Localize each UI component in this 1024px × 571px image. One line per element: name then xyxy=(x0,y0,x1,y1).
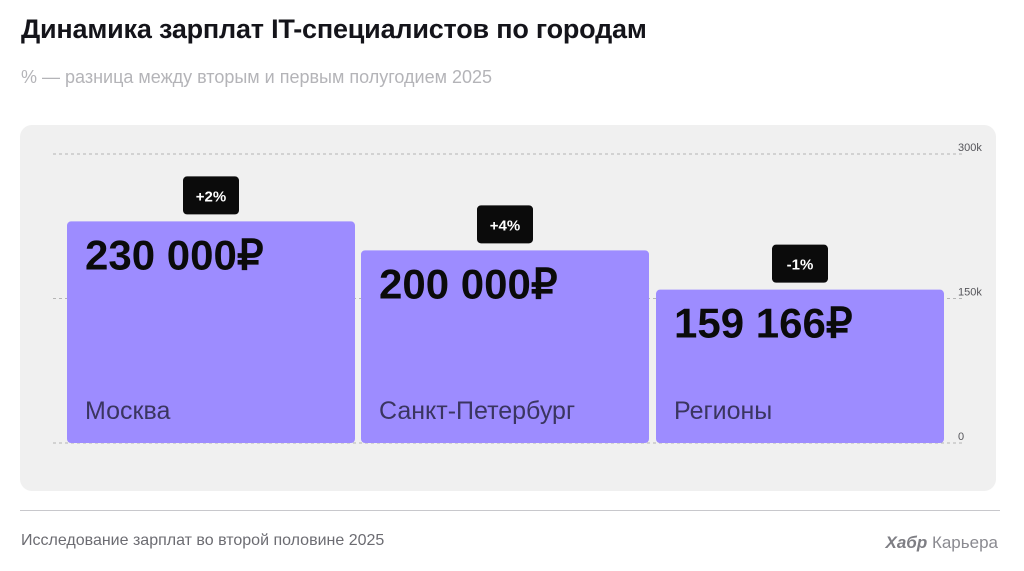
bar xyxy=(656,289,944,443)
change-badge xyxy=(183,176,239,215)
y-tick-label: 0 xyxy=(958,431,964,443)
footer-divider xyxy=(20,510,1000,511)
change-label: -1% xyxy=(787,257,814,274)
brand-name-rest: Карьера xyxy=(931,533,998,552)
change-badge xyxy=(772,244,828,283)
category-label: Москва xyxy=(85,397,170,425)
chart-subtitle: % — разница между вторым и первым полуго… xyxy=(21,67,493,87)
bar xyxy=(361,250,649,443)
brand-logo: Хабр Карьера xyxy=(886,533,998,553)
category-label: Санкт-Петербург xyxy=(379,397,575,425)
change-badge xyxy=(477,205,533,244)
change-label: +4% xyxy=(490,217,520,234)
chart-title: Динамика зарплат IT-специалистов по горо… xyxy=(21,14,647,44)
brand-name-strong: Хабр xyxy=(885,533,928,552)
data-label: 159 166₽ xyxy=(674,300,853,347)
footer-source: Исследование зарплат во второй половине … xyxy=(21,532,385,549)
y-tick-label: 150k xyxy=(958,287,982,299)
category-label: Регионы xyxy=(674,397,772,425)
data-label: 230 000₽ xyxy=(85,231,264,278)
bar xyxy=(67,221,355,443)
y-tick-label: 300k xyxy=(958,142,982,154)
data-label: 200 000₽ xyxy=(379,260,558,307)
change-label: +2% xyxy=(196,188,226,205)
